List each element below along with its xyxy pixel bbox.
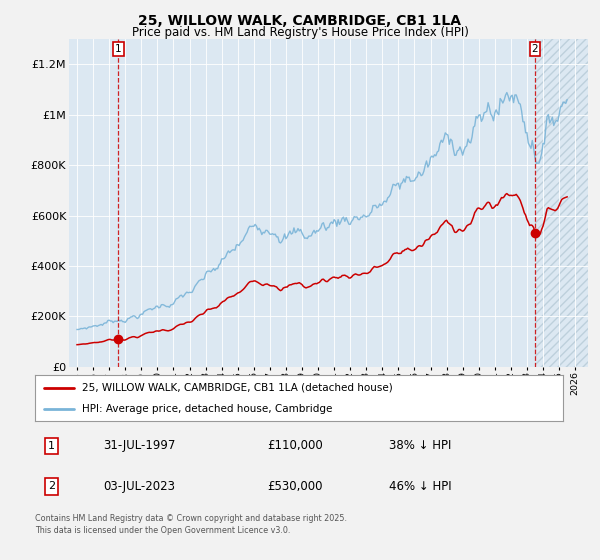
Text: 1: 1 (48, 441, 55, 451)
Bar (535, 39, 588, 367)
Text: 46% ↓ HPI: 46% ↓ HPI (389, 480, 451, 493)
Text: 2: 2 (532, 44, 538, 54)
Text: £530,000: £530,000 (267, 480, 323, 493)
Text: Price paid vs. HM Land Registry's House Price Index (HPI): Price paid vs. HM Land Registry's House … (131, 26, 469, 39)
Text: 03-JUL-2023: 03-JUL-2023 (103, 480, 175, 493)
Text: HPI: Average price, detached house, Cambridge: HPI: Average price, detached house, Camb… (82, 404, 332, 414)
Text: 25, WILLOW WALK, CAMBRIDGE, CB1 1LA (detached house): 25, WILLOW WALK, CAMBRIDGE, CB1 1LA (det… (82, 382, 393, 393)
Text: 1: 1 (115, 44, 122, 54)
Text: 31-JUL-1997: 31-JUL-1997 (103, 439, 176, 452)
Text: £110,000: £110,000 (267, 439, 323, 452)
Text: 25, WILLOW WALK, CAMBRIDGE, CB1 1LA: 25, WILLOW WALK, CAMBRIDGE, CB1 1LA (139, 14, 461, 28)
Text: 2: 2 (48, 482, 55, 491)
Text: 38% ↓ HPI: 38% ↓ HPI (389, 439, 451, 452)
Text: Contains HM Land Registry data © Crown copyright and database right 2025.
This d: Contains HM Land Registry data © Crown c… (35, 514, 347, 535)
